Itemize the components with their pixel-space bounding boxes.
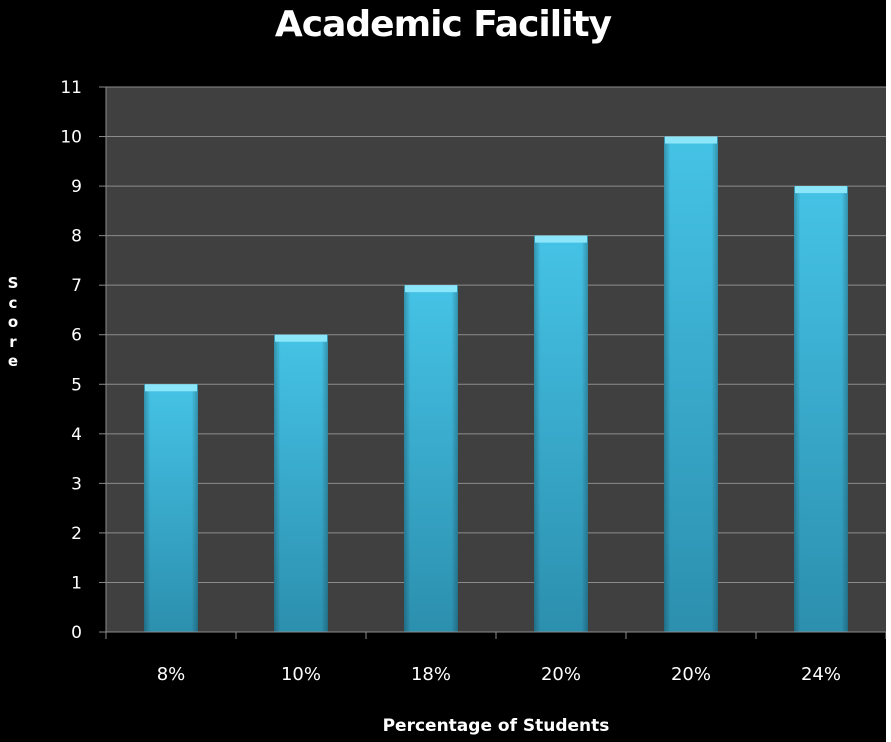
plot-area: [106, 87, 886, 632]
y-tick-label: 3: [71, 474, 82, 494]
axes-layer: [99, 86, 886, 639]
bar: [664, 136, 718, 632]
bar: [144, 384, 198, 632]
bar-shade: [274, 334, 328, 632]
x-tick-label: 24%: [801, 664, 841, 685]
bar-top-highlight: [535, 235, 587, 243]
gridlines-layer: [106, 86, 886, 583]
bar-shade: [534, 235, 588, 633]
bar-shade: [664, 136, 718, 632]
y-tick-label: 10: [60, 128, 82, 148]
bar: [794, 186, 848, 632]
bar-top-highlight: [145, 384, 197, 392]
x-tick-label: 20%: [671, 664, 711, 685]
bar-top-highlight: [405, 285, 457, 293]
bar: [534, 235, 588, 633]
y-tick-label: 1: [71, 573, 82, 593]
x-tick-label: 20%: [541, 664, 581, 685]
tick-labels-layer: 0 1 2 3 4 5 6 7 8 9 10 11 8% 10% 18% 20% 20% 24%: [60, 78, 841, 685]
y-tick-label: 0: [71, 623, 82, 643]
bar-shade: [794, 186, 848, 632]
bars-layer: [144, 136, 848, 633]
y-tick-label: 4: [71, 425, 82, 445]
x-tick-label: 10%: [281, 664, 321, 685]
y-tick-label: 7: [71, 276, 82, 296]
bar: [274, 334, 328, 632]
y-tick-label: 2: [71, 524, 82, 544]
y-tick-label: 11: [60, 78, 82, 98]
x-tick-label: 18%: [411, 664, 451, 685]
bar-top-highlight: [275, 334, 327, 342]
y-tick-label: 9: [71, 177, 82, 197]
bar-top-highlight: [795, 186, 847, 194]
y-tick-label: 5: [71, 375, 82, 395]
plot-area-layer: [106, 87, 886, 632]
chart-title: Academic Facility: [274, 4, 612, 45]
y-axis-label: Score: [7, 274, 19, 370]
y-tick-label: 6: [71, 326, 82, 346]
bar-top-highlight: [665, 136, 717, 144]
x-axis-label: Percentage of Students: [382, 716, 610, 736]
bar-shade: [404, 285, 458, 632]
bar: [404, 285, 458, 632]
y-tick-label: 8: [71, 227, 82, 247]
x-tick-label: 8%: [157, 664, 186, 685]
bar-shade: [144, 384, 198, 632]
